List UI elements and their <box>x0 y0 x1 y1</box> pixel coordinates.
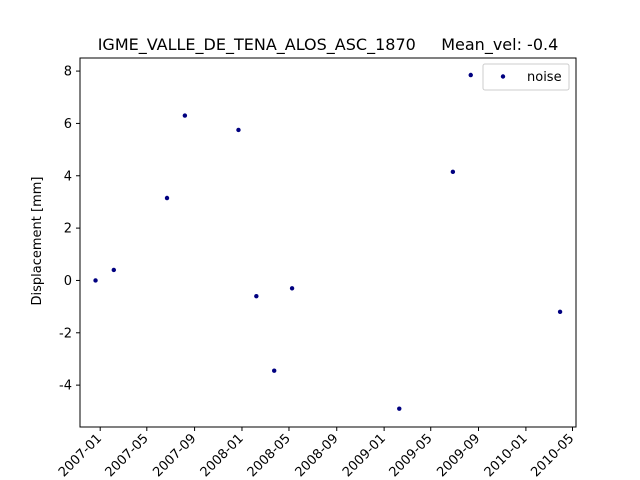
y-tick-label: 4 <box>64 169 72 184</box>
data-point <box>236 127 241 133</box>
data-point <box>397 406 402 411</box>
data-point <box>254 293 259 299</box>
y-tick-label: 2 <box>64 222 72 237</box>
data-point <box>182 113 188 118</box>
y-tick-label: 8 <box>64 65 72 80</box>
x-tick-label: 2009-09 <box>434 431 483 480</box>
x-tick-label: 2007-01 <box>56 431 105 480</box>
chart-title: IGME_VALLE_DE_TENA_ALOS_ASC_1870 Mean_ve… <box>98 35 559 55</box>
y-axis: -4 -2 0 2 4 6 8 <box>59 65 80 394</box>
x-tick-label: 2009-01 <box>340 431 389 480</box>
y-axis-label: Displacement [mm] <box>30 177 45 306</box>
x-axis: 2007-012007-052007-092008-012008-052008-… <box>56 427 577 480</box>
x-tick-label: 2007-05 <box>103 431 152 480</box>
x-tick-label: 2008-09 <box>293 431 342 480</box>
data-point <box>450 169 456 175</box>
data-point <box>557 309 563 315</box>
x-tick-label: 2007-09 <box>150 431 199 480</box>
legend: noise <box>482 63 570 91</box>
plot-area <box>79 57 577 428</box>
data-point <box>272 368 277 373</box>
y-tick-label: 6 <box>64 117 72 132</box>
data-point <box>111 267 116 273</box>
data-point <box>289 286 295 291</box>
data-points <box>93 72 563 411</box>
data-point <box>93 278 98 283</box>
y-tick-label: -2 <box>59 326 72 341</box>
legend-label-noise: noise <box>527 70 562 85</box>
y-tick-label: -4 <box>59 379 72 394</box>
legend-marker-noise <box>500 74 506 79</box>
y-tick-label: 0 <box>64 274 72 289</box>
x-tick-label: 2010-01 <box>482 431 531 480</box>
x-tick-label: 2008-01 <box>198 431 247 480</box>
x-tick-label: 2008-05 <box>245 431 294 480</box>
data-point <box>468 72 473 78</box>
x-tick-label: 2010-05 <box>528 431 577 480</box>
legend-frame <box>482 63 570 91</box>
data-point <box>164 195 170 201</box>
plot-frame <box>79 57 577 428</box>
x-tick-label: 2009-05 <box>387 431 436 480</box>
